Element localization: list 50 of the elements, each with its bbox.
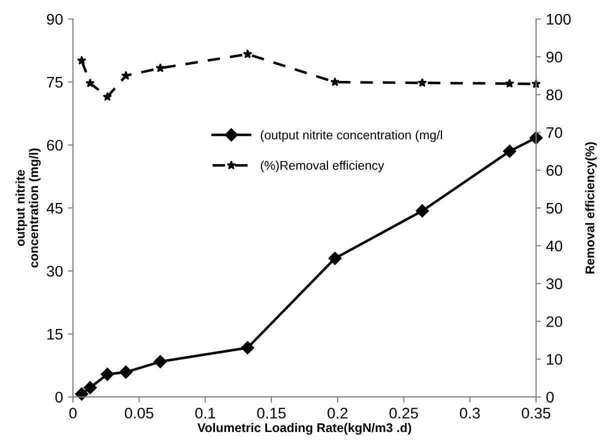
y2-tick-label: 60 — [546, 165, 562, 176]
y2-tick-label: 20 — [546, 316, 562, 328]
point — [529, 131, 543, 144]
x-axis-title: Volumetric Loading Rate(kgN/m3 .d) — [197, 422, 412, 435]
x-tick-label: 0.1 — [195, 408, 216, 419]
point — [100, 368, 114, 381]
x-tick-label: 0.35 — [522, 408, 550, 419]
y-tick-label: 0 — [55, 392, 63, 403]
y-tick-label: 45 — [46, 202, 63, 214]
point — [503, 144, 516, 158]
point — [156, 63, 165, 72]
y2-tick-label: 100 — [546, 14, 571, 25]
x-tick-label: 0 — [69, 408, 77, 419]
point — [77, 56, 86, 65]
y2-tick-label: 0 — [546, 392, 554, 403]
point — [86, 78, 95, 88]
y-tick-label: 60 — [47, 140, 63, 151]
point — [241, 341, 254, 354]
x-tick-label: 0.25 — [389, 408, 418, 419]
point — [121, 70, 131, 80]
y-tick-label: 90 — [46, 14, 63, 25]
point — [418, 78, 427, 87]
y2-tick-label: 40 — [546, 240, 562, 252]
x-tick-label: 0.3 — [460, 408, 480, 419]
point — [102, 92, 112, 101]
point — [84, 381, 97, 394]
y2-tick-label: 30 — [546, 278, 562, 290]
point — [154, 355, 167, 368]
point — [328, 252, 342, 265]
y2-tick-label: 70 — [546, 127, 562, 138]
y2-tick-label: 50 — [546, 202, 562, 214]
y-axis-title: output nitrite concentration (mg/l) — [16, 148, 41, 268]
point — [242, 49, 252, 58]
y2-tick-label: 80 — [546, 89, 562, 100]
x-tick-label: 0.2 — [328, 408, 348, 419]
x-tick-label: 0.05 — [124, 408, 154, 419]
legend-label: (%)Removal efficiency — [260, 160, 384, 172]
y2-axis-title: Removal efficiency(%) — [585, 142, 597, 274]
x-tick-label: 0.15 — [257, 408, 286, 419]
point — [119, 366, 132, 379]
y-tick-label: 75 — [47, 77, 63, 88]
point — [416, 204, 429, 218]
y-tick-label: 30 — [46, 266, 63, 277]
y2-tick-label: 90 — [546, 52, 562, 62]
legend-label: (output nitrite concentration (mg/l — [260, 130, 442, 142]
point — [504, 78, 514, 88]
y2-tick-label: 10 — [546, 354, 562, 365]
y-tick-label: 15 — [47, 328, 63, 340]
point — [75, 387, 88, 401]
point — [330, 77, 340, 86]
